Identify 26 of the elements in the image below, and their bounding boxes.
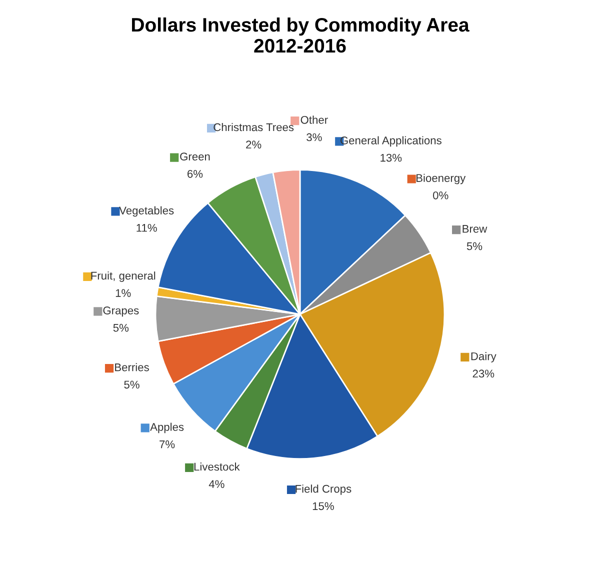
legend-label: Bioenergy xyxy=(416,174,466,184)
data-label: 1% xyxy=(116,289,131,297)
data-label: 15% xyxy=(312,502,334,510)
data-label: 3% xyxy=(306,133,322,142)
data-label: 13% xyxy=(380,154,402,162)
text: 0% xyxy=(433,191,448,200)
legend-label: Other xyxy=(300,116,328,124)
legend-label: Field Crops xyxy=(296,484,352,495)
data-label: 2% xyxy=(246,140,262,148)
legend-label: Green xyxy=(180,152,210,160)
data-label: 5% xyxy=(113,324,129,332)
legend-label: Apples xyxy=(150,422,184,434)
data-label: 11% xyxy=(136,224,157,232)
legend-label: Livestock xyxy=(194,462,240,471)
data-label: 5% xyxy=(124,380,140,389)
legend-label: Berries xyxy=(115,363,149,372)
chart-title: Dollars Invested by Commodity Area 2012-2016 xyxy=(132,17,470,53)
legend-label: Dairy xyxy=(471,352,496,362)
legend-label: Brew xyxy=(462,225,488,233)
legend-label: Grapes xyxy=(103,306,139,317)
data-label: 6% xyxy=(188,170,203,178)
legend-label: Christmas Trees xyxy=(214,123,294,132)
data-label: 5% xyxy=(466,242,482,250)
data-label: 7% xyxy=(160,440,175,448)
data-label: 23% xyxy=(472,370,494,378)
data-label: 4% xyxy=(208,480,224,488)
